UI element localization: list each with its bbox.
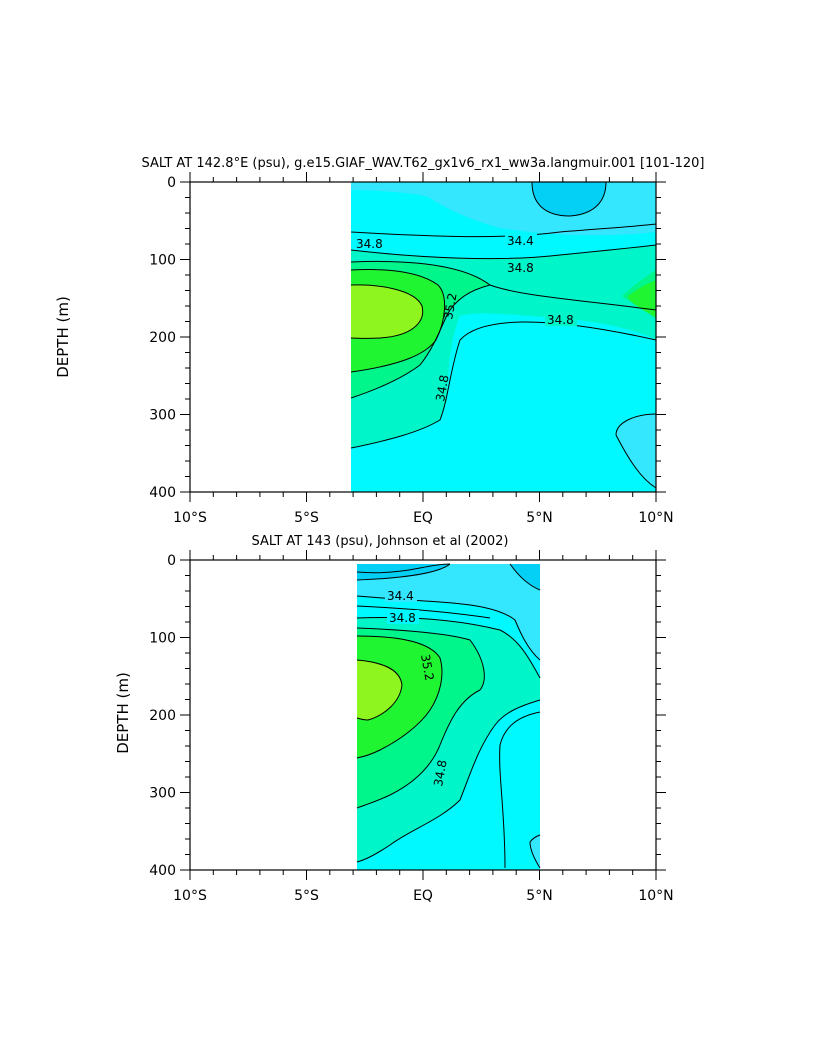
y-tick-label: 100: [149, 253, 176, 269]
y-tick-label: 100: [149, 631, 176, 647]
contour-label-34-4: 34.4: [387, 589, 414, 603]
panel-title: SALT AT 143 (psu), Johnson et al (2002): [251, 534, 508, 549]
y-tick-label: 0: [167, 175, 176, 191]
axis-ticks: [180, 550, 666, 880]
x-tick-labels: 10°S 5°S EQ 5°N 10°N: [173, 510, 674, 526]
x-tick-label: EQ: [413, 888, 433, 904]
contour-labels: 34.4 34.8 35.2 34.8: [385, 588, 450, 788]
contour-label-34-8-b: 34.8: [507, 261, 534, 275]
contour-label-34-8-b: 34.8: [431, 759, 449, 788]
y-axis-label: DEPTH (m): [54, 296, 72, 378]
panel-title: SALT AT 142.8°E (psu), g.e15.GIAF_WAV.T6…: [141, 156, 704, 171]
contour-labels: 34.8 34.4 34.8 35.2 34.8 34.8: [354, 233, 577, 403]
fresh-pool-west: [357, 564, 450, 580]
contour-label-34-8-c: 34.8: [547, 313, 574, 327]
contour-label-34-4: 34.4: [507, 234, 534, 248]
y-tick-label: 200: [149, 330, 176, 346]
axis-ticks: [180, 172, 666, 502]
x-tick-label: 5°S: [294, 510, 319, 526]
x-tick-label: 10°S: [173, 888, 207, 904]
y-tick-label: 0: [167, 553, 176, 569]
contour-label-35-2: 35.2: [441, 292, 459, 321]
band-35-2-east: [628, 280, 656, 318]
y-axis-label: DEPTH (m): [114, 672, 132, 754]
y-tick-label: 200: [149, 708, 176, 724]
fresh-pool: [510, 564, 540, 590]
band-35-4: [351, 284, 423, 339]
contour-label-34-8-d: 34.8: [433, 374, 451, 403]
salinity-fill: [356, 563, 541, 870]
x-tick-label: 10°N: [638, 888, 673, 904]
x-tick-label: 5°N: [526, 888, 552, 904]
observed-salinity-panel: SALT AT 143 (psu), Johnson et al (2002): [114, 534, 674, 904]
x-tick-label: 10°S: [173, 510, 207, 526]
y-tick-label: 400: [149, 863, 176, 879]
x-tick-label: EQ: [413, 510, 433, 526]
contour-label-35-2: 35.2: [418, 653, 436, 682]
deep-fresh-lens: [530, 835, 540, 868]
y-tick-label: 300: [149, 408, 176, 424]
fresh-pool: [532, 182, 606, 216]
y-tick-label: 400: [149, 485, 176, 501]
deep-fresh-lens: [616, 414, 656, 488]
x-tick-labels: 10°S 5°S EQ 5°N 10°N: [173, 888, 674, 904]
x-tick-label: 5°S: [294, 888, 319, 904]
band-35-4: [357, 660, 402, 720]
x-tick-label: 10°N: [638, 510, 673, 526]
y-tick-labels: 0 100 200 300 400: [149, 553, 176, 879]
contour-label-34-8-a: 34.8: [356, 237, 383, 251]
y-tick-label: 300: [149, 786, 176, 802]
y-tick-labels: 0 100 200 300 400: [149, 175, 176, 501]
salinity-fill: [350, 182, 656, 492]
model-salinity-panel: SALT AT 142.8°E (psu), g.e15.GIAF_WAV.T6…: [54, 156, 705, 526]
x-tick-label: 5°N: [526, 510, 552, 526]
contour-label-34-8-a: 34.8: [389, 611, 416, 625]
